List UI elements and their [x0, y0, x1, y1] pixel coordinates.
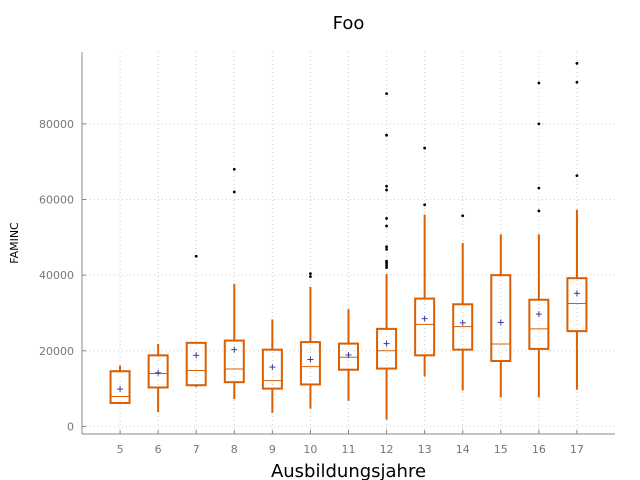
outlier-point — [385, 248, 388, 251]
y-tick-label: 0 — [67, 420, 74, 433]
box — [528, 298, 550, 350]
outlier-point — [385, 217, 388, 220]
box — [185, 341, 207, 387]
outlier-point — [461, 214, 465, 218]
outlier-point — [385, 224, 388, 228]
outlier-point — [309, 272, 312, 276]
x-axis-label: Ausbildungsjahre — [271, 461, 426, 480]
box-group — [414, 146, 436, 377]
x-tick-label: 10 — [303, 443, 317, 456]
x-tick-label: 6 — [155, 443, 162, 456]
box-group — [109, 365, 131, 404]
x-tick-label: 8 — [231, 443, 238, 456]
box — [223, 339, 245, 384]
box — [299, 341, 321, 386]
grid-layer — [82, 52, 615, 434]
x-tick-label: 17 — [570, 443, 584, 456]
box — [261, 348, 283, 390]
y-tick-label: 20000 — [39, 345, 74, 358]
box-group — [299, 272, 321, 409]
x-tick-label: 7 — [193, 443, 200, 456]
y-tick-label: 60000 — [39, 194, 74, 207]
box — [566, 277, 588, 333]
x-tick-label: 14 — [456, 443, 470, 456]
outlier-point — [537, 122, 541, 126]
outlier-point — [575, 174, 579, 178]
box-group — [566, 61, 588, 390]
outlier-point — [575, 80, 579, 84]
outlier-point — [232, 167, 236, 171]
outlier-point — [575, 61, 579, 65]
ticks-layer: 0 20000 40000 60000 80000 5 6 7 8 9 10 11 12 13 14 15 16… — [39, 118, 584, 456]
box-group — [261, 319, 283, 413]
box — [376, 327, 398, 370]
outlier-point — [385, 184, 388, 188]
box-group — [185, 254, 207, 388]
outlier-point — [385, 259, 388, 263]
boxes-layer — [109, 61, 588, 420]
outlier-point — [537, 186, 541, 190]
x-tick-label: 12 — [380, 443, 394, 456]
outlier-point — [385, 263, 388, 267]
outlier-point — [385, 266, 388, 269]
box — [490, 274, 512, 363]
y-tick-label: 80000 — [39, 118, 74, 131]
y-tick-label: 40000 — [39, 269, 74, 282]
outlier-point — [385, 133, 388, 137]
box-group — [376, 92, 398, 420]
x-tick-label: 13 — [418, 443, 432, 456]
outlier-point — [537, 209, 541, 213]
outlier-point — [232, 190, 236, 194]
outlier-point — [537, 81, 541, 85]
chart-title: Foo — [333, 13, 365, 34]
outlier-point — [385, 245, 388, 249]
x-tick-label: 9 — [269, 443, 276, 456]
outlier-point — [194, 254, 198, 258]
x-tick-label: 16 — [532, 443, 546, 456]
outlier-point — [423, 146, 427, 150]
outlier-point — [385, 188, 388, 192]
y-axis-label: FAMINC — [8, 222, 21, 264]
box-group — [223, 167, 245, 400]
x-tick-label: 15 — [494, 443, 508, 456]
outlier-point — [309, 275, 312, 279]
outlier-point — [423, 203, 427, 207]
box-group — [490, 234, 512, 398]
box — [414, 297, 436, 357]
x-tick-label: 5 — [117, 443, 124, 456]
box — [109, 370, 131, 404]
box-group — [147, 343, 169, 413]
x-tick-label: 11 — [342, 443, 356, 456]
outlier-point — [385, 92, 388, 96]
box — [147, 354, 169, 389]
box-group — [338, 309, 359, 401]
box-group — [452, 214, 474, 391]
box-group — [528, 81, 550, 398]
box — [338, 342, 359, 371]
